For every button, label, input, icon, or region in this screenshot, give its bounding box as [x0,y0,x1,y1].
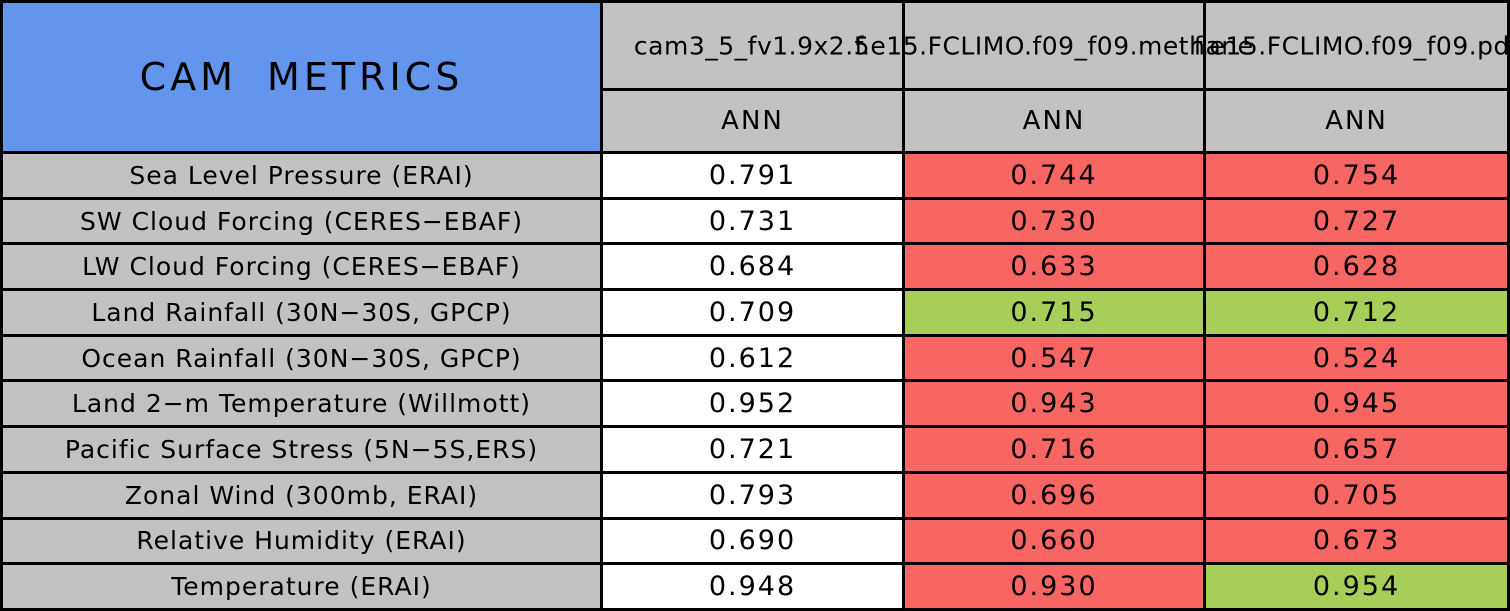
season-label: ANN [1325,106,1388,136]
metric-value-cell: 0.754 [1206,154,1507,197]
metric-value-cell: 0.731 [603,199,902,243]
metric-value-cell: 0.943 [905,382,1203,426]
season-header-cell-1: ANN [603,91,902,151]
metric-value: 0.948 [708,571,797,603]
metric-label: SW Cloud Forcing (CERES−EBAF) [80,206,523,236]
metric-label-cell: Relative Humidity (ERAI) [3,519,600,563]
metric-value-cell: 0.696 [905,473,1203,517]
metric-value: 0.793 [708,479,797,511]
metric-value: 0.709 [708,296,797,328]
metric-value: 0.705 [1312,479,1401,511]
metric-value-cell: 0.730 [905,199,1203,243]
metric-value-cell: 0.954 [1206,565,1507,608]
model-header-cell-3 [1206,3,1507,88]
metric-value-cell: 0.716 [905,428,1203,471]
metric-value: 0.954 [1312,571,1401,603]
metric-value-cell: 0.715 [905,291,1203,334]
metric-value: 0.727 [1312,205,1401,237]
metric-value-cell: 0.628 [1206,245,1507,289]
metric-value: 0.657 [1312,433,1401,465]
metric-value-cell: 0.690 [603,519,902,563]
metric-value-cell: 0.673 [1206,519,1507,563]
metric-value: 0.721 [708,433,797,465]
season-header-cell-3: ANN [1206,91,1507,151]
metric-value: 0.696 [1010,479,1098,511]
metric-value: 0.715 [1010,296,1098,328]
metric-label: LW Cloud Forcing (CERES−EBAF) [82,252,521,282]
model-header-cell-2 [905,3,1203,88]
metric-value-cell: 0.547 [905,336,1203,380]
metric-label: Zonal Wind (300mb, ERAI) [124,480,479,510]
metric-value-cell: 0.684 [603,245,902,289]
metric-value: 0.524 [1312,342,1401,374]
season-label: ANN [1022,106,1086,136]
metric-label-cell: Pacific Surface Stress (5N−5S,ERS) [3,428,600,471]
metric-value: 0.612 [708,342,797,374]
metric-value: 0.628 [1312,251,1401,283]
metric-value: 0.952 [708,388,797,420]
metric-value-cell: 0.612 [603,336,902,380]
metric-value: 0.754 [1312,159,1401,191]
metric-value-cell: 0.524 [1206,336,1507,380]
metric-value: 0.744 [1010,159,1098,191]
metric-value-cell: 0.712 [1206,291,1507,334]
metric-label-cell: Temperature (ERAI) [3,565,600,608]
metric-value: 0.930 [1010,571,1098,603]
metric-label: Land Rainfall (30N−30S, GPCP) [91,297,512,327]
season-label: ANN [721,106,784,136]
metric-value: 0.712 [1312,296,1401,328]
metric-label: Pacific Surface Stress (5N−5S,ERS) [64,434,539,464]
metric-label-cell: Land Rainfall (30N−30S, GPCP) [3,291,600,334]
metric-value-cell: 0.727 [1206,199,1507,243]
metric-label-cell: Land 2−m Temperature (Willmott) [3,382,600,426]
metric-label: Relative Humidity (ERAI) [136,526,467,556]
metric-value: 0.673 [1312,525,1401,557]
metric-label-cell: SW Cloud Forcing (CERES−EBAF) [3,199,600,243]
metric-label: Ocean Rainfall (30N−30S, GPCP) [81,343,522,373]
metric-value-cell: 0.945 [1206,382,1507,426]
metric-value-cell: 0.791 [603,154,902,197]
metric-label-cell: Ocean Rainfall (30N−30S, GPCP) [3,336,600,380]
metric-value-cell: 0.709 [603,291,902,334]
metric-value-cell: 0.660 [905,519,1203,563]
metric-label: Sea Level Pressure (ERAI) [129,160,474,190]
season-header-cell-2: ANN [905,91,1203,151]
metric-value-cell: 0.744 [905,154,1203,197]
metric-value-cell: 0.705 [1206,473,1507,517]
metric-value: 0.731 [708,205,797,237]
table-title: CAM METRICS [139,55,464,99]
metric-value-cell: 0.948 [603,565,902,608]
metric-label: Temperature (ERAI) [171,572,432,602]
model-header-cell-1 [603,3,902,88]
metric-label-cell: Zonal Wind (300mb, ERAI) [3,473,600,517]
metric-value: 0.690 [708,525,797,557]
metric-value-cell: 0.657 [1206,428,1507,471]
metric-value: 0.684 [708,251,797,283]
metric-value-cell: 0.721 [603,428,902,471]
metric-value-cell: 0.930 [905,565,1203,608]
metric-value: 0.633 [1010,251,1098,283]
metric-value: 0.791 [708,159,797,191]
metric-value-cell: 0.633 [905,245,1203,289]
table-title-cell: CAM METRICS [3,3,600,151]
metric-value: 0.945 [1312,388,1401,420]
metric-value: 0.943 [1010,388,1098,420]
metric-label-cell: LW Cloud Forcing (CERES−EBAF) [3,245,600,289]
metric-value-cell: 0.952 [603,382,902,426]
metric-label-cell: Sea Level Pressure (ERAI) [3,154,600,197]
metric-value: 0.660 [1010,525,1098,557]
metric-label: Land 2−m Temperature (Willmott) [71,389,532,419]
metric-value-cell: 0.793 [603,473,902,517]
metric-value: 0.547 [1010,342,1098,374]
metric-value: 0.730 [1010,205,1098,237]
metric-value: 0.716 [1010,433,1098,465]
